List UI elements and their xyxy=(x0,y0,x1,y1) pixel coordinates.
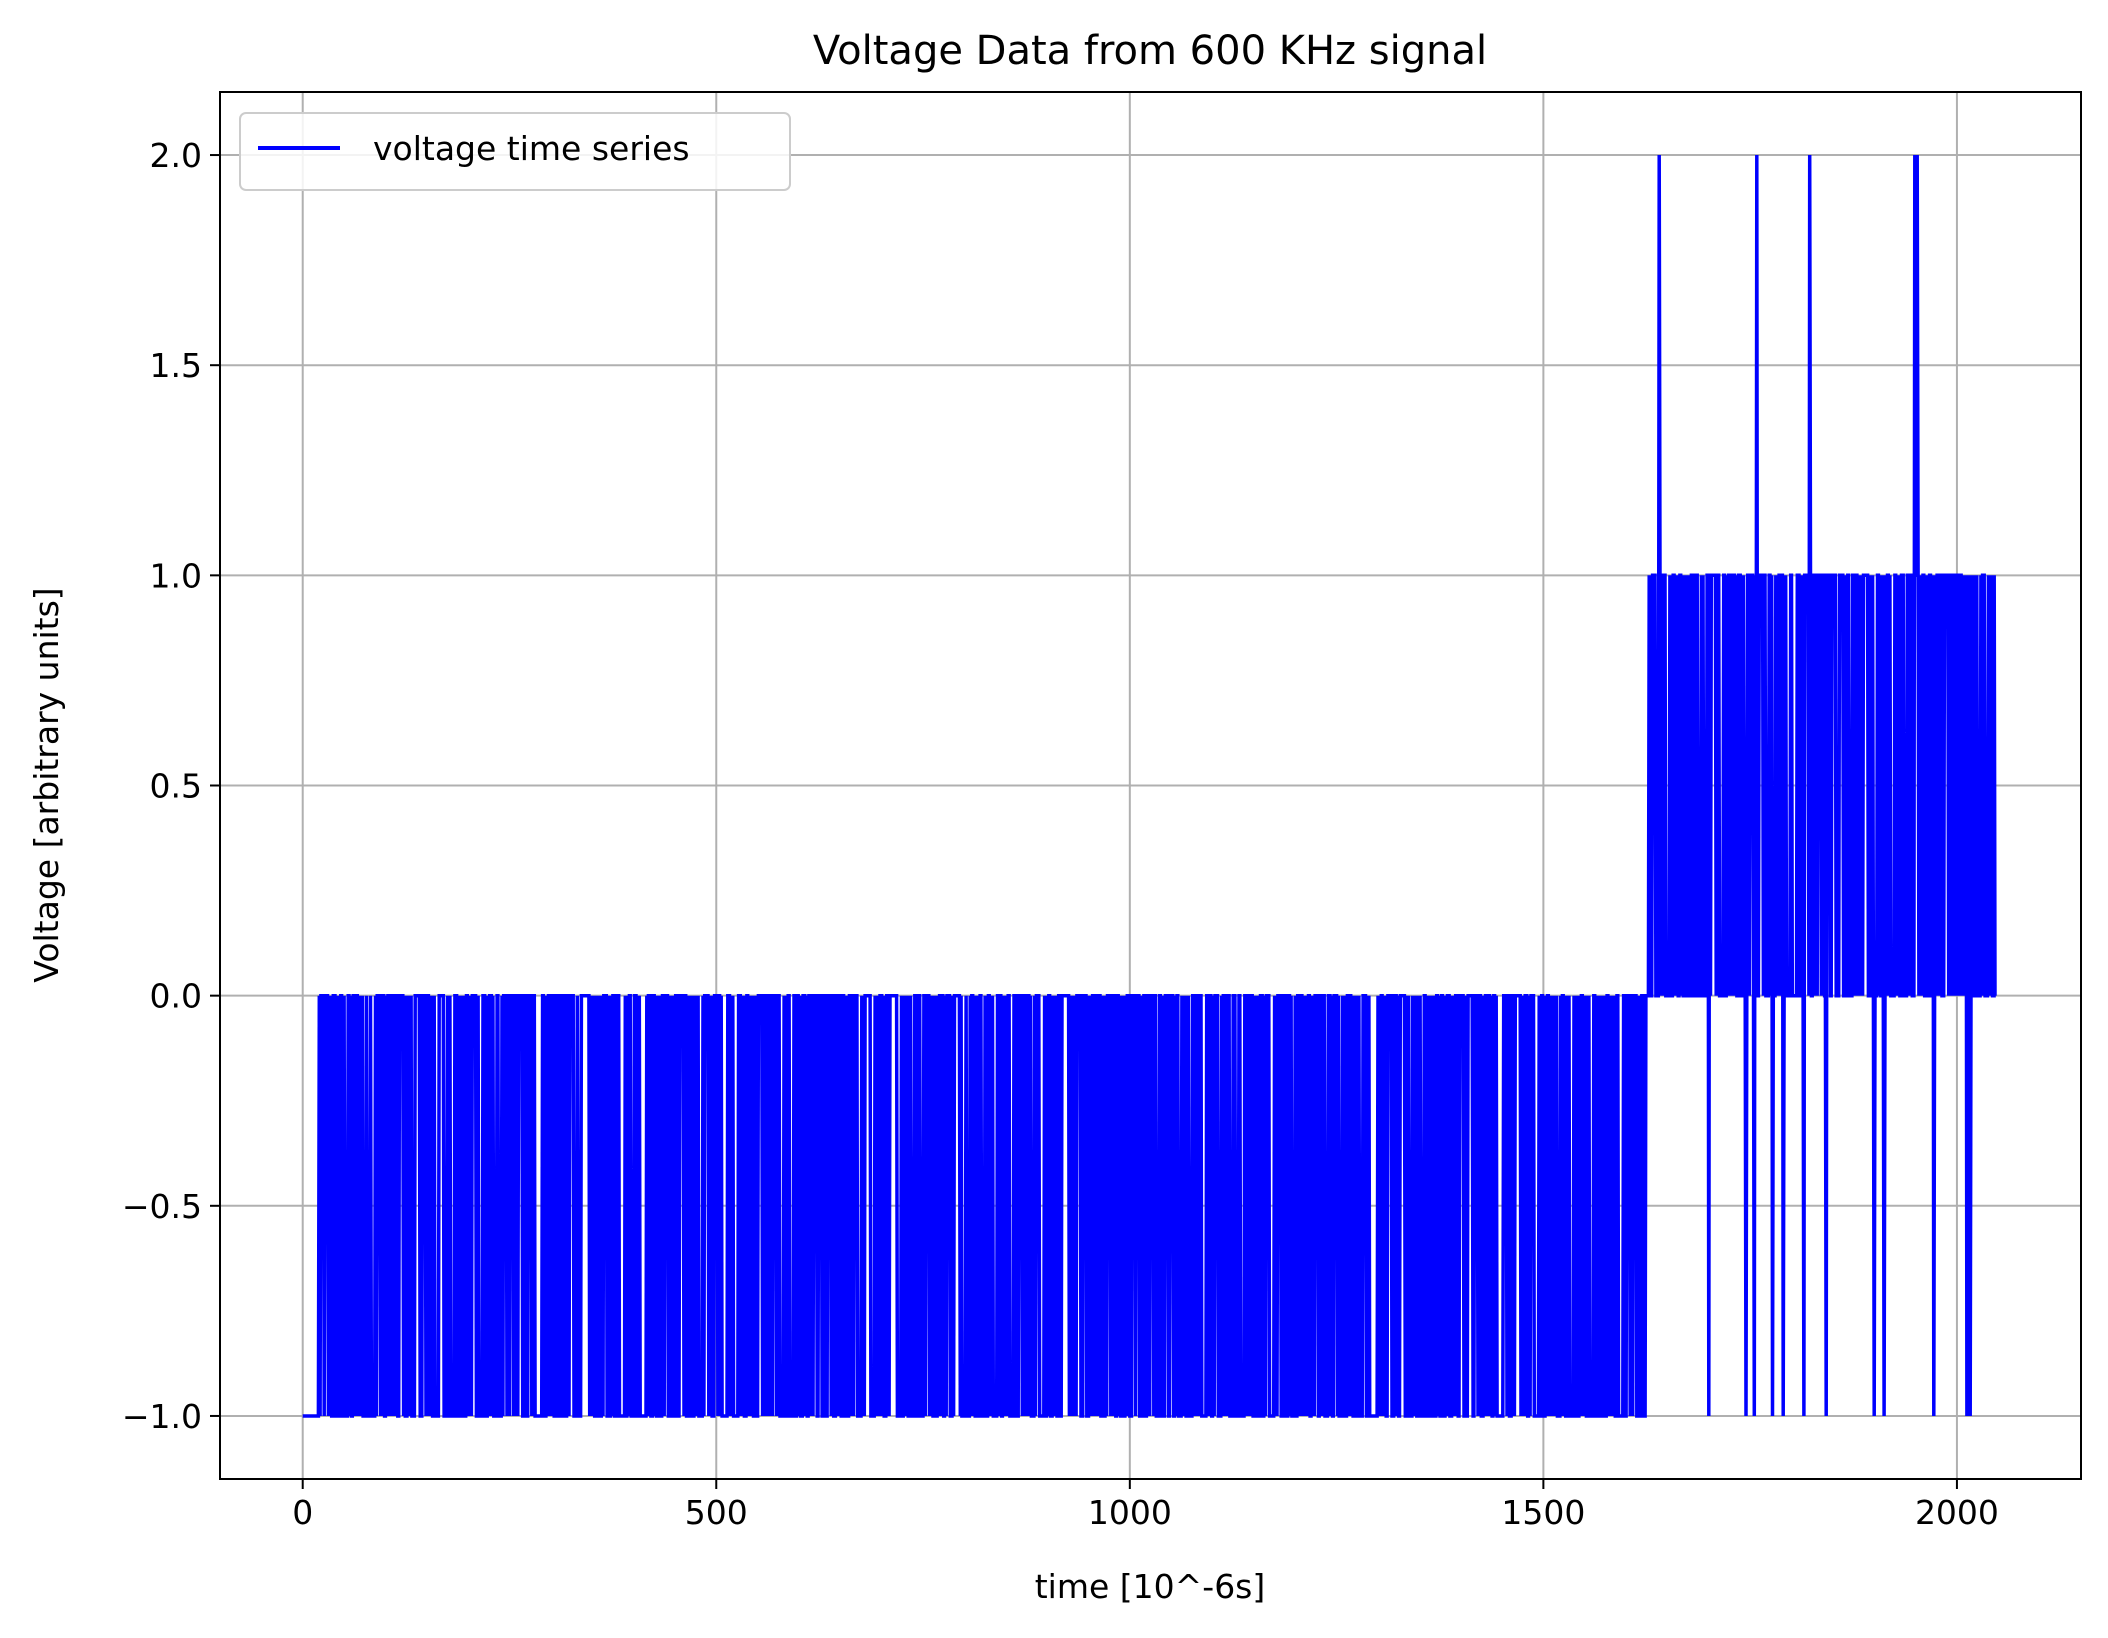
legend-label-voltage-time-series: voltage time series xyxy=(373,129,690,168)
y-tick-label: −0.5 xyxy=(122,1187,202,1226)
x-tick-label: 1500 xyxy=(1501,1493,1585,1532)
y-tick-label: 1.5 xyxy=(150,346,202,385)
y-tick-label: 0.5 xyxy=(150,767,202,806)
x-axis-label: time [10^-6s] xyxy=(1035,1567,1266,1606)
ticks-group: 0 500 1000 1500 2000 −1.0 −0.5 0.0 0.5 1.0 1.5 2.0 xyxy=(122,136,1999,1532)
legend: voltage time series xyxy=(239,112,791,191)
y-axis-label: Voltage [arbitrary units] xyxy=(27,587,66,982)
x-tick-label: 500 xyxy=(685,1493,748,1532)
y-tick-label: 2.0 xyxy=(150,136,202,175)
y-tick-label: 1.0 xyxy=(150,556,202,595)
series-group xyxy=(302,154,1997,1418)
series-line-voltage-time-series xyxy=(302,154,1997,1418)
x-tick-label: 0 xyxy=(292,1493,313,1532)
x-tick-label: 2000 xyxy=(1915,1493,1999,1532)
y-tick-label: 0.0 xyxy=(150,977,202,1016)
chart-title: Voltage Data from 600 KHz signal xyxy=(813,28,1487,74)
y-tick-label: −1.0 xyxy=(122,1397,202,1436)
legend-box xyxy=(239,112,791,191)
x-tick-label: 1000 xyxy=(1088,1493,1172,1532)
